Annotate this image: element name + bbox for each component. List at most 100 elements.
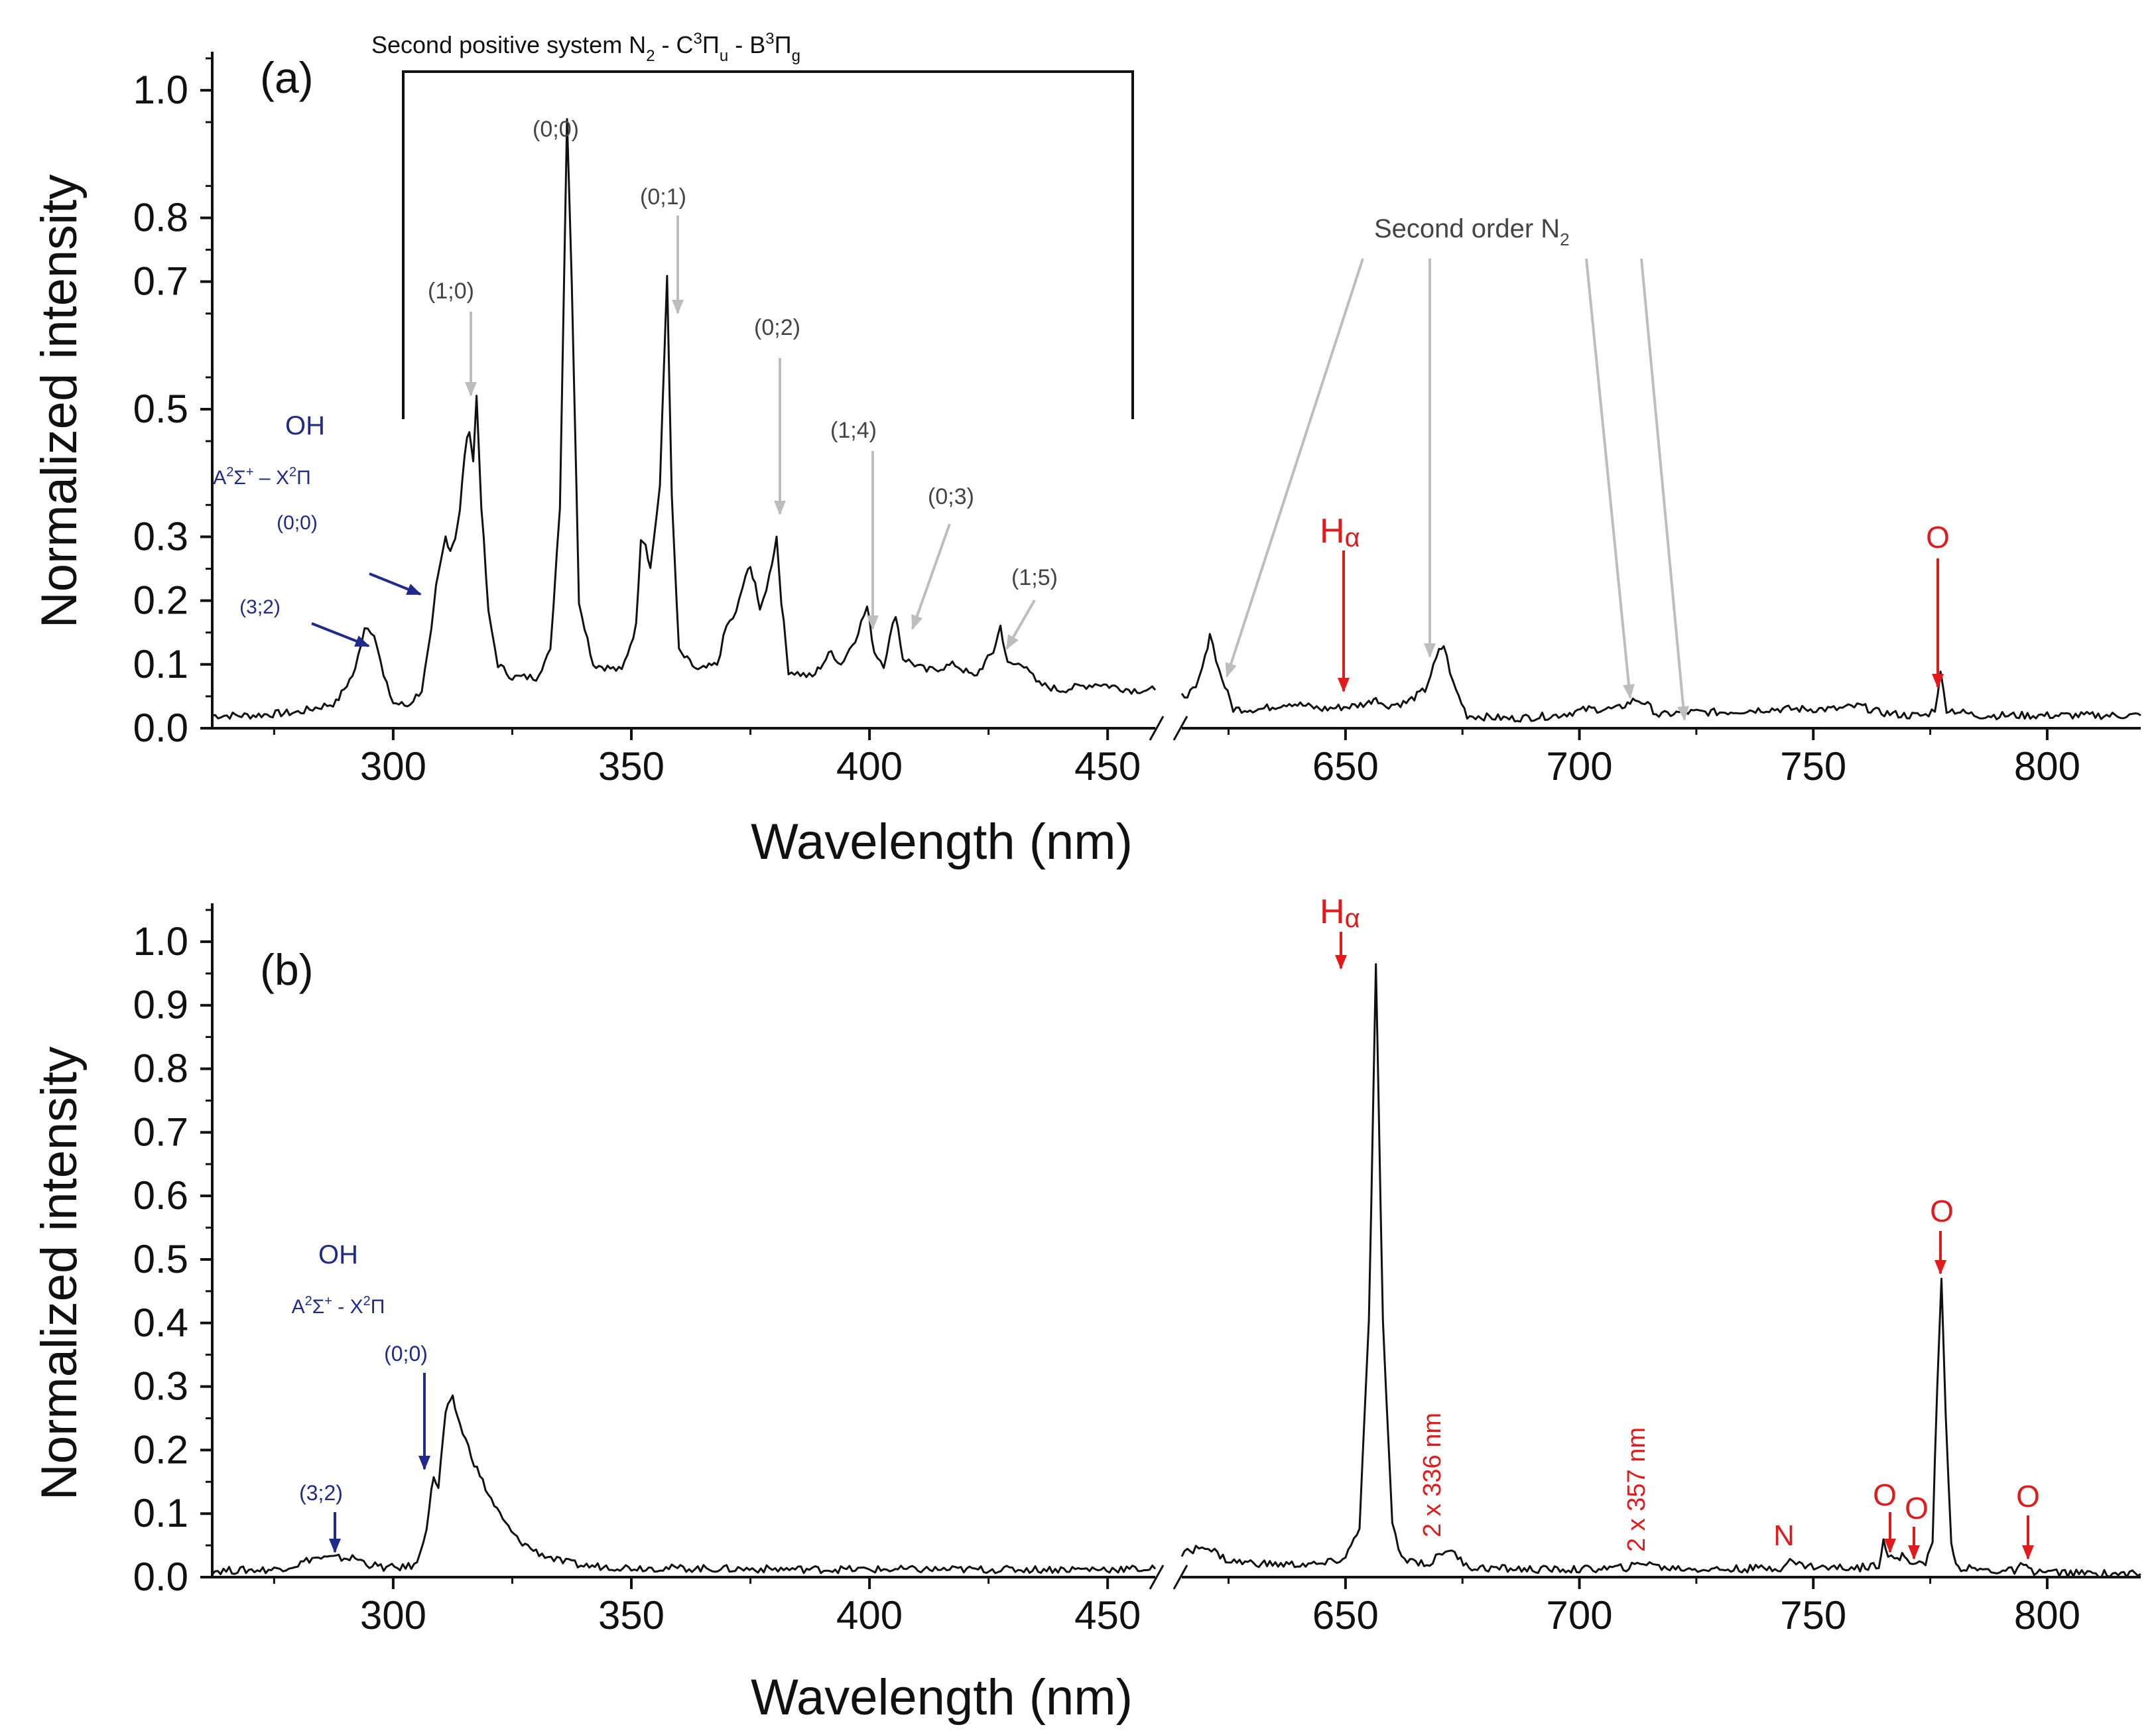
panel-b-o-4-label: O [2016,1479,2040,1513]
y-tick-label: 0.7 [133,1110,188,1154]
x-tick-label: 700 [1547,744,1613,789]
second-order-n2-label: Second order N2 [1374,214,1570,249]
n2-band-1-5-arrow [1005,600,1036,650]
y-tick-label: 1.0 [133,68,188,112]
panel-a-xlabel: Wavelength (nm) [751,814,1133,870]
n2-band-annotations: (1;0) (0;0) (0;1) (0;2) (1;4) (0;3) (1;5… [428,117,1058,650]
spectrum-line-segment-2 [1180,963,2141,1578]
panel-a-h-alpha: Hα [1320,512,1360,692]
x-tick-label: 800 [2014,1593,2080,1637]
panel-a-oh-annotation: OH A2Σ+ – X2Π (0;0) (3;2) [213,411,422,647]
y-tick-label: 0.3 [133,514,188,558]
y-tick-label: 0.9 [133,983,188,1027]
axis-break-mark [1149,1565,1165,1590]
panel-b: 0.0 0.1 0.2 0.3 0.4 0.5 0.6 0.7 0.8 0.9 1.0 300 350 4… [31,893,2141,1726]
panel-b-oh-annotation: OH A2Σ+ - X2Π (0;0) (3;2) [292,1240,430,1553]
x-tick-label: 350 [598,744,665,789]
panel-b-2x336-label: 2 x 336 nm [1419,1413,1446,1537]
y-tick-label: 0.6 [133,1173,188,1218]
x-tick-label: 750 [1780,1593,1846,1637]
x-tick-label: 450 [1074,744,1141,789]
x-tick-label: 750 [1780,744,1846,789]
panel-b-ticks: 0.0 0.1 0.2 0.3 0.4 0.5 0.6 0.7 0.8 0.9 1.0 300 350 4… [133,909,2080,1637]
panel-a-oh-3-2-arrow [311,622,370,647]
panel-b-2x357-label: 2 x 357 nm [1623,1427,1651,1552]
panel-b-o-3: O [1930,1194,1954,1275]
y-tick-label: 0.0 [133,706,188,750]
panel-b-h-alpha: Hα [1320,893,1360,970]
panel-a-o-label: O [1926,520,1950,554]
spectrum-line-segment-1 [212,118,1157,720]
x-tick-label: 650 [1312,1593,1379,1637]
second-order-arrow-1 [1225,258,1364,678]
panel-b-o-3-label: O [1930,1194,1954,1228]
n2-band-0-3-arrow [911,523,951,630]
n2-band-0-1-label: (0;1) [640,184,686,210]
n2-band-0-3-label: (0;3) [928,484,974,509]
n2-band-0-0-label: (0;0) [533,117,579,142]
y-tick-label: 0.4 [133,1301,188,1345]
panel-a-o-line: O [1926,520,1950,688]
x-tick-label: 450 [1074,1593,1141,1637]
second-order-arrow-3 [1585,258,1635,699]
axis-break-mark [1173,716,1188,741]
panel-b-n-label: N [1773,1519,1795,1552]
panel-b-o-1: O [1873,1478,1897,1553]
x-tick-label: 300 [360,1593,426,1637]
x-tick-label: 700 [1547,1593,1613,1637]
y-tick-label: 0.5 [133,1237,188,1281]
y-tick-label: 0.8 [133,1047,188,1091]
n2-system-label: Second positive system N2 - C3Πu - B3Πg [371,30,800,65]
y-tick-label: 0.3 [133,1364,188,1409]
y-tick-label: 0.1 [133,1491,188,1535]
panel-b-spectrum [211,963,2141,1578]
panel-b-h-alpha-label: Hα [1320,893,1360,933]
y-tick-label: 0.0 [133,1555,188,1599]
panel-b-ylabel: Normalized intensity [31,1047,88,1500]
panel-b-oh-band-3-2: (3;2) [299,1481,343,1505]
panel-b-o-2-label: O [1905,1491,1929,1525]
panel-a-ticks: 0.0 0.1 0.2 0.3 0.5 0.7 0.8 1.0 300 350 400 450 650 7… [133,57,2080,789]
panel-a-spectrum [212,118,2141,723]
n2-band-0-2-label: (0;2) [754,315,800,340]
x-tick-label: 300 [360,744,426,789]
panel-a-oh-0-0-arrow [369,572,422,596]
x-tick-label: 800 [2014,744,2080,789]
n2-system-bracket: Second positive system N2 - C3Πu - B3Πg [371,30,1134,419]
panel-a-h-alpha-label: Hα [1320,512,1360,552]
panel-a-oh-title: OH [285,411,325,440]
panel-b-oh-band-0-0: (0;0) [384,1342,428,1366]
panel-a-oh-transition: A2Σ+ – X2Π [213,465,311,489]
y-tick-label: 0.1 [133,642,188,686]
n2-band-1-5-label: (1;5) [1011,565,1058,590]
y-tick-label: 1.0 [133,919,188,964]
y-tick-label: 0.8 [133,195,188,239]
panel-a-oh-band-0-0: (0;0) [277,512,318,534]
y-tick-label: 0.2 [133,578,188,623]
y-tick-label: 0.7 [133,259,188,304]
spectrum-line-segment-2 [1180,633,2141,723]
panel-b-oh-transition: A2Σ+ - X2Π [292,1294,385,1318]
x-tick-label: 400 [836,1593,903,1637]
x-tick-label: 400 [836,744,903,789]
second-order-arrow-4 [1640,258,1690,721]
y-tick-label: 0.5 [133,387,188,431]
x-tick-label: 350 [598,1593,665,1637]
panel-a-oh-band-3-2: (3;2) [239,596,281,618]
n2-band-1-0-label: (1;0) [428,279,474,304]
spectrum-line-segment-1 [211,1394,1157,1576]
panel-b-xlabel: Wavelength (nm) [751,1669,1133,1726]
panel-b-o-2: O [1905,1491,1929,1560]
panel-a-label: (a) [260,53,314,102]
panel-b-o-4: O [2016,1479,2040,1560]
y-tick-label: 0.2 [133,1427,188,1472]
x-tick-label: 650 [1312,744,1379,789]
axis-break-mark [1149,716,1165,741]
axis-break-mark [1173,1565,1188,1590]
panel-a-axes [211,52,2141,741]
second-order-n2: Second order N2 [1225,214,1690,721]
panel-b-label: (b) [260,945,314,994]
panel-b-o-1-label: O [1873,1478,1897,1512]
panel-a-ylabel: Normalized intensity [31,174,88,628]
